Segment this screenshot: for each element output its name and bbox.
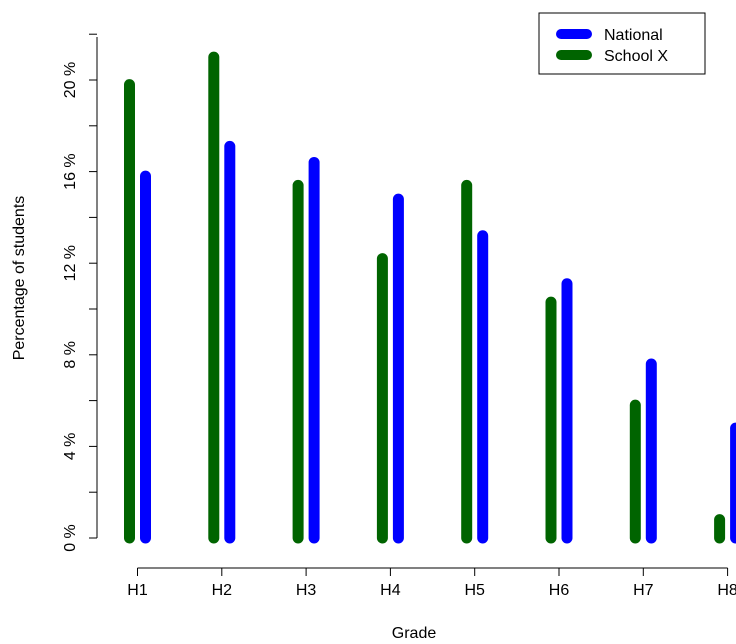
bar-national-h1 [140,170,151,544]
bar-school-x-h5 [461,179,473,544]
y-tick-label: 8 % [62,341,79,369]
bar-national-h7 [645,358,657,544]
y-tick-label: 4 % [62,433,79,461]
bar-school-x-h4 [376,253,388,544]
bar-school-x-h3 [292,179,304,544]
bar-national-h6 [561,278,573,544]
legend-box [538,12,706,75]
x-tick-label-h2: H2 [212,582,233,599]
bar-national-h4 [392,193,404,544]
x-tick-label-h8: H8 [717,582,736,599]
bar-national-h3 [308,156,320,544]
bar-school-x-h7 [629,399,641,544]
x-tick-label-h4: H4 [380,582,401,599]
x-tick-label-h5: H5 [464,582,485,599]
x-tick-label-h3: H3 [296,582,317,599]
bar-school-x-h8 [714,514,726,544]
x-tick-label-h6: H6 [549,582,570,599]
y-axis: 0 % 4 % 8 % 12 % 16 % 20 % [62,33,98,552]
bar-national-h8 [730,422,736,544]
bar-school-x-h1 [124,79,135,544]
x-axis: H1 H2 H3 H4 H5 H6 H7 H8 [127,567,736,599]
x-axis-label: Grade [392,625,437,642]
legend-label-national: National [604,27,663,44]
y-tick-label: 0 % [62,524,79,552]
y-axis-label: Percentage of students [11,196,28,361]
y-tick-label: 12 % [62,245,79,281]
y-tick-label: 20 % [62,62,79,98]
legend-label-school-x: School X [604,48,668,65]
legend: National School X [538,12,706,75]
x-tick-label-h7: H7 [633,582,654,599]
bars-layer [124,51,736,544]
y-tick-label: 16 % [62,153,79,189]
bar-school-x-h2 [208,51,220,544]
bar-national-h2 [224,140,236,544]
bar-national-h5 [477,230,489,544]
x-tick-label-h1: H1 [127,582,148,599]
bar-school-x-h6 [545,296,557,544]
